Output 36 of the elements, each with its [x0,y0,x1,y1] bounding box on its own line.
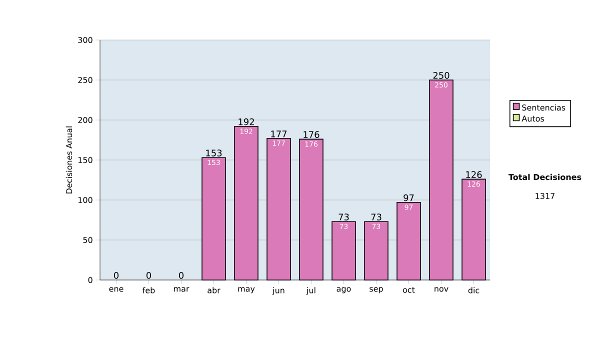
y-tick-label: 0 [88,276,92,284]
x-tick-label: nov [434,287,448,292]
x-tick-label: jun [272,287,284,295]
y-tick-label: 200 [78,116,92,124]
total-label: 192 [238,118,254,126]
y-axis-title: Decisiones Anual [66,126,72,194]
x-tick-label: sep [370,287,383,294]
x-tick-label: may [238,287,255,294]
total-label: 0 [114,272,119,279]
y-tick-label: 100 [78,196,92,204]
total-label: 0 [178,272,184,279]
x-tick-label: ene [109,287,124,292]
total-label: 73 [338,214,349,220]
total-label: 250 [433,72,450,79]
text: Total Decisiones [508,174,582,180]
y-tick-label: 150 [78,156,92,164]
x-tick-label: oct [402,287,415,293]
y-tick-label: 250 [78,76,92,84]
total-label: 176 [304,131,320,138]
x-tick-label: feb [142,287,155,294]
x-tick-label: dic [468,287,480,294]
x-tick-label: mar [174,287,190,292]
total-label: 97 [404,194,414,202]
x-tick-label: abr [208,287,220,294]
y-tick-label: 50 [83,236,92,244]
total-label: 0 [146,272,152,279]
total-label: 177 [271,130,287,138]
y-tick-label: 300 [78,36,92,44]
total-label: 126 [466,171,482,178]
legend-label: Sentencias [522,104,566,111]
text: 1317 [536,192,554,200]
x-tick-label: ago [336,287,351,294]
legend-label: Autos [522,116,544,122]
total-label: 73 [371,214,382,220]
x-tick-label: jul [306,287,316,295]
total-label: 153 [206,150,222,156]
